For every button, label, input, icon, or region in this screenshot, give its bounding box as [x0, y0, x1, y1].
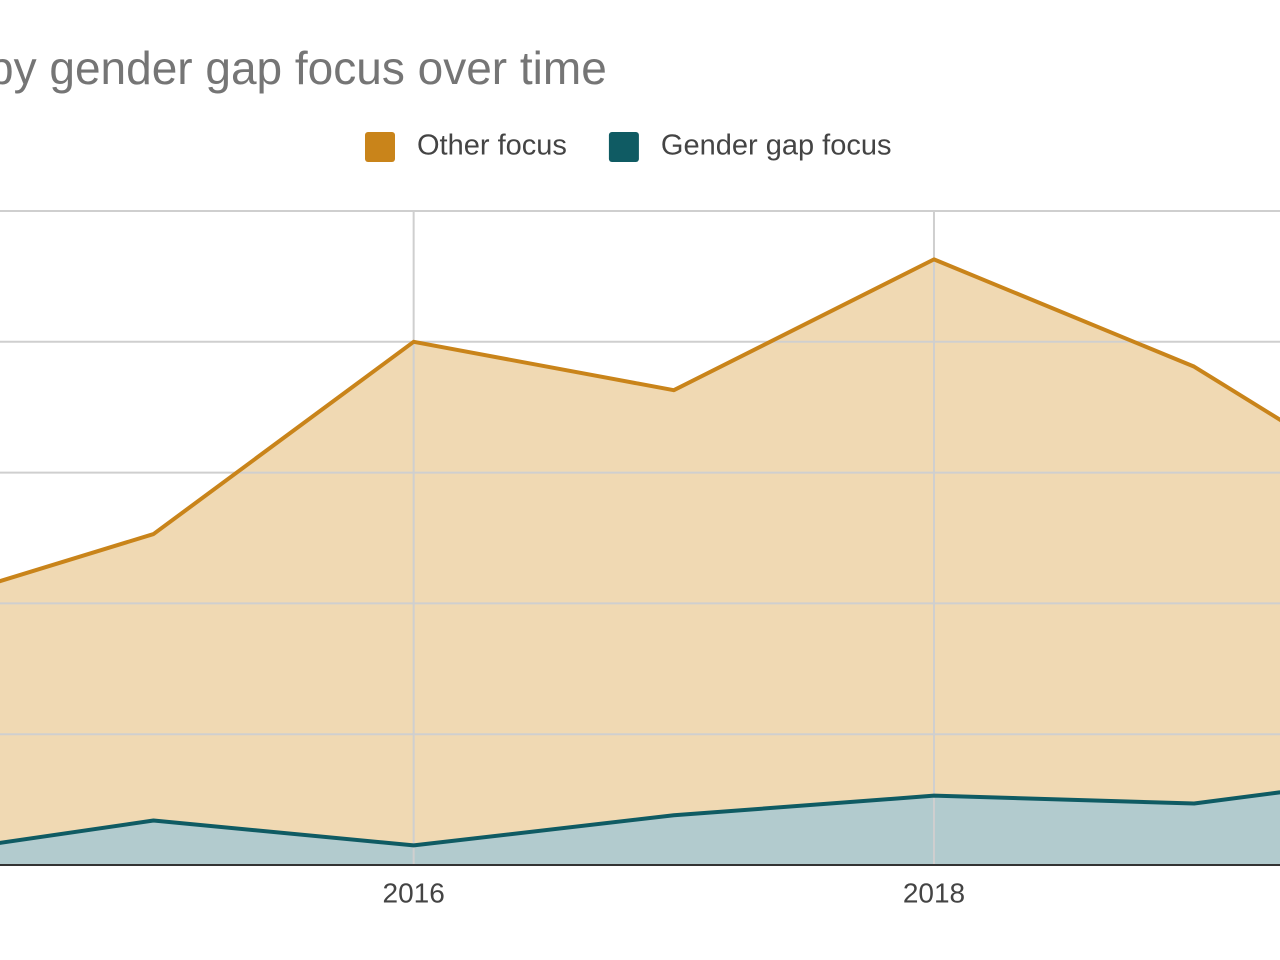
- legend-label: Other focus: [417, 130, 567, 162]
- area-fill: [0, 259, 1280, 846]
- area-fill: [0, 792, 1280, 865]
- legend-label: Gender gap focus: [661, 130, 892, 162]
- area-line: [0, 790, 1280, 848]
- chart-title: by gender gap focus over time: [0, 42, 607, 94]
- plot-area: [0, 210, 1280, 865]
- area-line: [0, 257, 1280, 584]
- legend-swatch: [365, 132, 395, 162]
- x-tick-label: 2018: [903, 877, 965, 908]
- x-tick-label: 2016: [383, 877, 445, 908]
- legend-swatch: [608, 132, 639, 162]
